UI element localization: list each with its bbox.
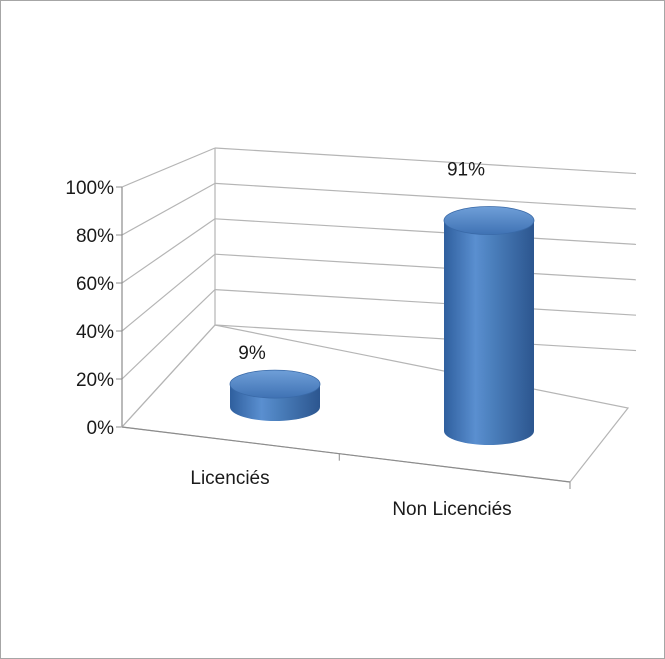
gridline-back bbox=[214, 218, 637, 245]
bar-1 bbox=[229, 369, 321, 421]
y-tick-labels: 0% 20% 40% 60% 80% 100% bbox=[65, 178, 114, 439]
data-labels: 9% 91% bbox=[238, 160, 485, 365]
data-label-2: 91% bbox=[447, 160, 485, 181]
y-tick-label: 20% bbox=[76, 370, 114, 391]
gridlines bbox=[121, 147, 637, 428]
gridline-side bbox=[121, 289, 216, 380]
y-tick-label: 60% bbox=[76, 274, 114, 295]
x-axis-line bbox=[121, 426, 571, 483]
y-tick-label: 0% bbox=[87, 418, 115, 439]
bars bbox=[229, 206, 535, 445]
category-label-2: Non Licenciés bbox=[392, 499, 511, 520]
gridline-side bbox=[121, 182, 216, 236]
gridline-back bbox=[214, 253, 637, 281]
axes bbox=[116, 148, 630, 489]
gridline-back bbox=[214, 182, 637, 210]
gridline-side bbox=[121, 218, 216, 284]
gridline-back bbox=[214, 289, 637, 316]
gridline-back bbox=[214, 324, 637, 352]
gridline-side bbox=[121, 147, 216, 188]
gridline-back bbox=[214, 147, 637, 175]
y-tick-label: 100% bbox=[65, 178, 114, 199]
category-labels: Licenciés Non Licenciés bbox=[190, 468, 511, 520]
gridline-side bbox=[121, 253, 216, 332]
y-tick-label: 40% bbox=[76, 322, 114, 343]
category-label-1: Licenciés bbox=[190, 468, 269, 489]
y-tick-label: 80% bbox=[76, 226, 114, 247]
bar-2 bbox=[443, 206, 535, 445]
data-label-1: 9% bbox=[238, 343, 266, 364]
